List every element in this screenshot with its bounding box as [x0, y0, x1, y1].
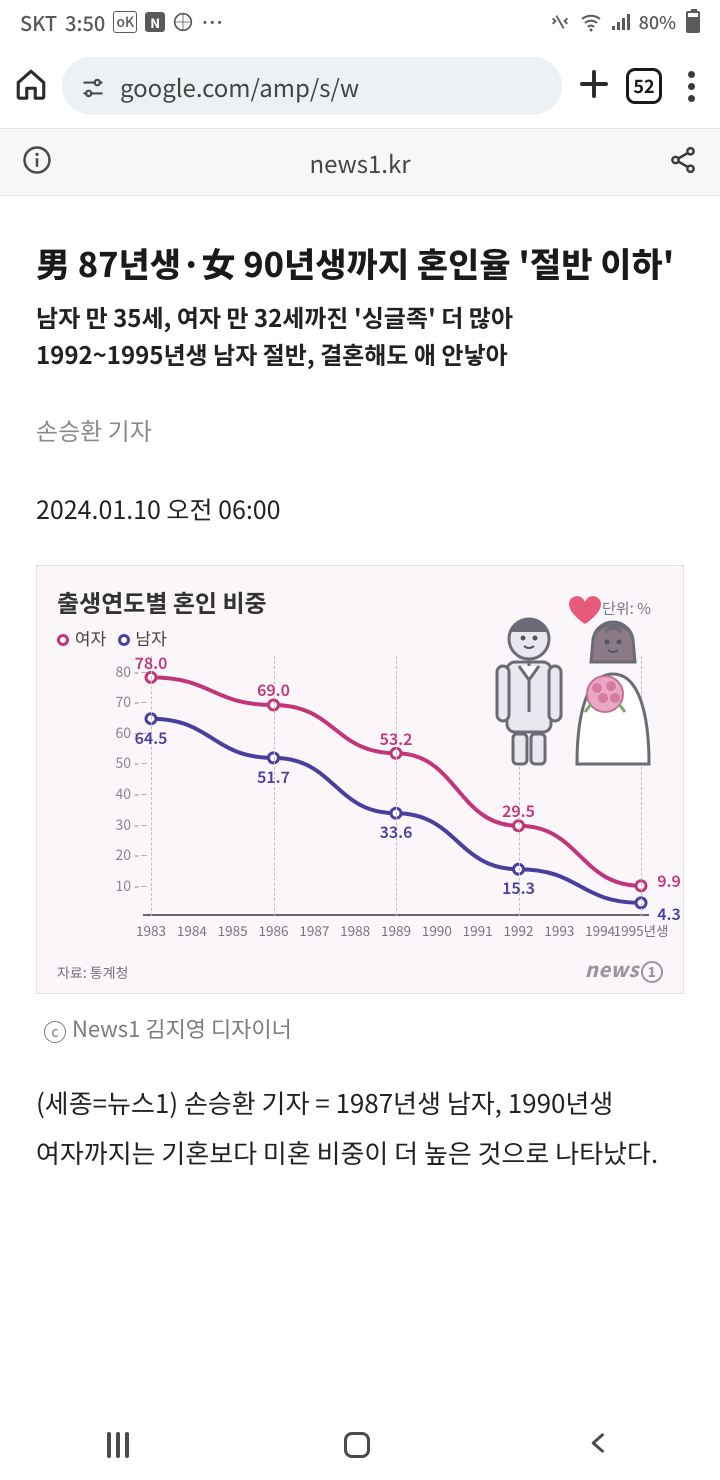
chart-plot-area: 78.069.053.229.59.964.551.733.615.34.3 — [143, 656, 649, 916]
xtick: 1985 — [218, 920, 248, 940]
chart-title: 출생연도별 혼인 비중 — [57, 584, 669, 619]
url-bar[interactable]: google.com/amp/s/w — [62, 57, 562, 115]
legend-marker-female — [57, 634, 69, 646]
xtick: 1987 — [299, 920, 329, 940]
nav-home-button[interactable] — [344, 1432, 370, 1458]
xtick: 1986 — [259, 920, 289, 940]
naver-icon: N — [145, 12, 165, 32]
article-body: (세종=뉴스1) 손승환 기자 = 1987년생 남자, 1990년생 여자까지… — [36, 1078, 684, 1177]
chart-yaxis: 10 - 20 - 30 - 40 - 50 - 60 - 70 - 80 - — [97, 656, 139, 916]
value-label: 9.9 — [657, 868, 681, 892]
browser-toolbar: google.com/amp/s/w 52 — [0, 44, 720, 128]
status-more-icon: ⋯ — [201, 6, 224, 38]
tabs-button[interactable]: 52 — [626, 68, 662, 104]
xtick: 1995년생 — [614, 920, 669, 940]
menu-icon[interactable] — [676, 71, 706, 102]
legend-label-female: 여자 — [75, 625, 106, 650]
value-label: 53.2 — [380, 726, 413, 750]
home-icon[interactable] — [14, 67, 48, 106]
chart-caption-text: News1 김지영 디자이너 — [72, 1012, 292, 1044]
ytick: 70 - — [97, 692, 139, 712]
value-label: 29.5 — [502, 798, 535, 822]
gridline — [396, 656, 397, 916]
ytick: 30 - — [97, 815, 139, 835]
ytick: 40 - — [97, 784, 139, 804]
status-right: 80% — [549, 9, 700, 35]
xtick: 1984 — [177, 920, 207, 940]
vibrate-icon — [549, 11, 571, 33]
bmw-icon — [173, 12, 193, 32]
gridline — [641, 656, 642, 916]
site-settings-icon[interactable] — [80, 73, 106, 99]
value-label: 33.6 — [380, 819, 413, 843]
xtick: 1994 — [585, 920, 615, 940]
nav-back-button[interactable] — [585, 1429, 613, 1462]
ok-badge: oK — [113, 11, 137, 33]
value-label: 15.3 — [502, 875, 535, 899]
share-icon[interactable] — [668, 145, 698, 180]
battery-icon — [686, 11, 700, 33]
signal-icon — [611, 12, 631, 32]
battery-percent: 80% — [639, 9, 676, 35]
new-tab-icon[interactable] — [576, 66, 612, 107]
url-text: google.com/amp/s/w — [120, 69, 359, 104]
amp-header: news1.kr — [0, 128, 720, 196]
chart-plot: 10 -20 -30 -40 -50 -60 -70 -80 - 78.069.… — [97, 656, 659, 946]
legend-marker-male — [118, 634, 130, 646]
article-byline: 손승환 기자 — [36, 412, 684, 447]
chart-card: 단위: % 출생연도별 혼인 비중 여자 남자 10 - 20 - 30 - 40 -… — [36, 565, 684, 994]
article: 男 87년생·女 90년생까지 혼인율 '절반 이하' 남자 만 35세, 여자… — [0, 196, 720, 1177]
legend-label-male: 남자 — [135, 625, 166, 650]
amp-site-label: news1.kr — [52, 145, 668, 180]
article-headline: 男 87년생·女 90년생까지 혼인율 '절반 이하' — [36, 240, 684, 286]
chart-source: 자료: 통계청 — [57, 963, 128, 983]
chart-legend: 여자 남자 — [57, 625, 669, 650]
value-label: 51.7 — [257, 764, 290, 788]
ytick: 60 - — [97, 723, 139, 743]
nav-recents-button[interactable] — [107, 1432, 129, 1458]
android-nav-bar — [0, 1410, 720, 1480]
chart-unit-label: 단위: % — [602, 598, 651, 619]
article-pubdate: 2024.01.10 오전 06:00 — [36, 491, 684, 527]
wifi-icon — [579, 10, 603, 34]
tabs-count: 52 — [633, 73, 654, 99]
ytick: 50 - — [97, 753, 139, 773]
chart-caption: c News1 김지영 디자이너 — [44, 1012, 684, 1044]
article-subhead: 남자 만 35세, 여자 만 32세까진 '싱글족' 더 많아 1992~199… — [36, 298, 684, 372]
ytick: 10 - — [97, 876, 139, 896]
value-label: 78.0 — [135, 650, 168, 674]
carrier-label: SKT — [20, 8, 57, 37]
gridline — [151, 656, 152, 916]
clock: 3:50 — [65, 8, 105, 37]
xtick: 1983 — [136, 920, 166, 940]
amp-info-icon[interactable] — [22, 145, 52, 180]
chart-brand: news1 — [585, 954, 663, 983]
xtick: 1991 — [463, 920, 493, 940]
value-label: 64.5 — [135, 725, 168, 749]
xtick: 1993 — [544, 920, 574, 940]
value-label: 69.0 — [257, 677, 290, 701]
xtick: 1990 — [422, 920, 452, 940]
status-left: SKT 3:50 oK N ⋯ — [20, 6, 224, 38]
chart-xaxis: 1983198419851986198719881989199019911992… — [143, 920, 649, 942]
xtick: 1992 — [504, 920, 534, 940]
ytick: 80 - — [97, 662, 139, 682]
ytick: 20 - — [97, 845, 139, 865]
android-status-bar: SKT 3:50 oK N ⋯ 80% — [0, 0, 720, 44]
xtick: 1988 — [340, 920, 370, 940]
xtick: 1989 — [381, 920, 411, 940]
copyright-icon: c — [44, 1021, 66, 1043]
